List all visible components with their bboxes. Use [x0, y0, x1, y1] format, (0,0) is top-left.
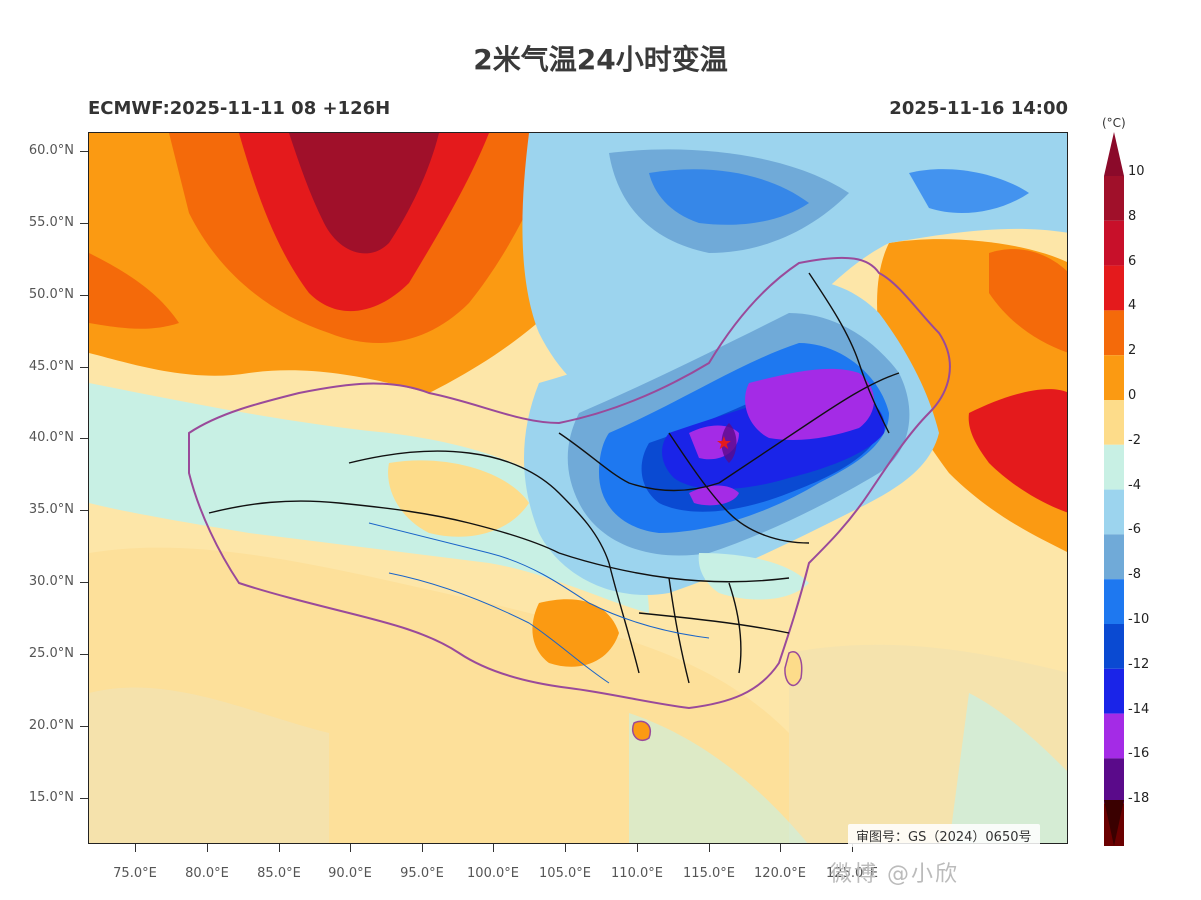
lat-label-25: 25.0°N: [28, 646, 74, 661]
colorbar-box: [1104, 668, 1124, 714]
lon-label-110: 110.0°E: [611, 866, 663, 881]
lon-label-80: 80.0°E: [185, 866, 229, 881]
colorbar-box: [1104, 310, 1124, 356]
colorbar-tick-label: -6: [1128, 522, 1141, 538]
lat-label-60: 60.0°N: [28, 143, 74, 158]
colorbar-tick-label: -8: [1128, 567, 1141, 583]
lat-label-15: 15.0°N: [28, 790, 74, 805]
lat-label-50: 50.0°N: [28, 287, 74, 302]
weibo-watermark: 微博 @小欣: [830, 862, 959, 887]
colorbar-tick-label: -14: [1128, 701, 1150, 717]
colorbar-top-arrow: [1104, 132, 1124, 176]
lat-label-35: 35.0°N: [28, 502, 74, 517]
colorbar-tick-label: -16: [1128, 746, 1150, 762]
colorbar-tick-label: 6: [1128, 253, 1137, 269]
map-canvas: ★: [89, 133, 1067, 843]
colorbar-tick-label: -4: [1128, 477, 1141, 493]
colorbar-box: [1104, 355, 1124, 400]
colorbar-box: [1104, 713, 1124, 759]
colorbar-box: [1104, 579, 1124, 624]
lon-label-95: 95.0°E: [400, 866, 444, 881]
colorbar-tick-label: -10: [1128, 612, 1150, 627]
colorbar-box: [1104, 265, 1124, 311]
colorbar-box: [1104, 489, 1124, 535]
colorbar-box: [1104, 758, 1124, 804]
colorbar-tick-label: 2: [1128, 343, 1137, 359]
colorbar-box: [1104, 400, 1124, 445]
colorbar-unit: (°C): [1102, 116, 1126, 130]
lat-label-20: 20.0°N: [28, 718, 74, 733]
lon-label-105: 105.0°E: [539, 866, 591, 881]
lat-label-45: 45.0°N: [28, 359, 74, 374]
map-approval-number: 审图号：GS（2024）0650号: [848, 824, 1040, 847]
lon-label-75: 75.0°E: [113, 866, 157, 881]
lon-label-90: 90.0°E: [328, 866, 372, 881]
colorbar-tick-label: 8: [1128, 208, 1137, 224]
colorbar-bottom-arrow: [1104, 800, 1124, 846]
colorbar-tick-label: 4: [1128, 298, 1137, 314]
colorbar-tick-label: -18: [1128, 791, 1150, 807]
colorbar-box: [1104, 176, 1124, 221]
lon-label-120: 120.0°E: [754, 866, 806, 881]
lon-label-125: 125.0°E: [826, 866, 878, 881]
colorbar-box: [1104, 444, 1124, 490]
lon-label-85: 85.0°E: [257, 866, 301, 881]
colorbar-box: [1104, 220, 1124, 266]
lat-label-55: 55.0°N: [28, 215, 74, 230]
colorbar-tick-label: 0: [1128, 388, 1137, 403]
map-title: 2米气温24小时变温: [473, 43, 728, 76]
colorbar-tick-label: -12: [1128, 656, 1150, 672]
lat-label-40: 40.0°N: [28, 430, 74, 445]
colorbar-tick-label: -2: [1128, 432, 1141, 448]
valid-time-label: 2025-11-16 14:00: [889, 98, 1068, 119]
colorbar: [1104, 132, 1124, 846]
lat-label-30: 30.0°N: [28, 574, 74, 589]
temperature-change-map: ★: [88, 132, 1068, 844]
model-run-label: ECMWF:2025-11-11 08 +126H: [88, 98, 391, 119]
colorbar-box: [1104, 624, 1124, 669]
colorbar-tick-label: 10: [1128, 164, 1145, 179]
svg-text:★: ★: [716, 433, 732, 454]
lon-label-115: 115.0°E: [683, 866, 735, 881]
lon-label-100: 100.0°E: [467, 866, 519, 881]
colorbar-box: [1104, 534, 1124, 580]
